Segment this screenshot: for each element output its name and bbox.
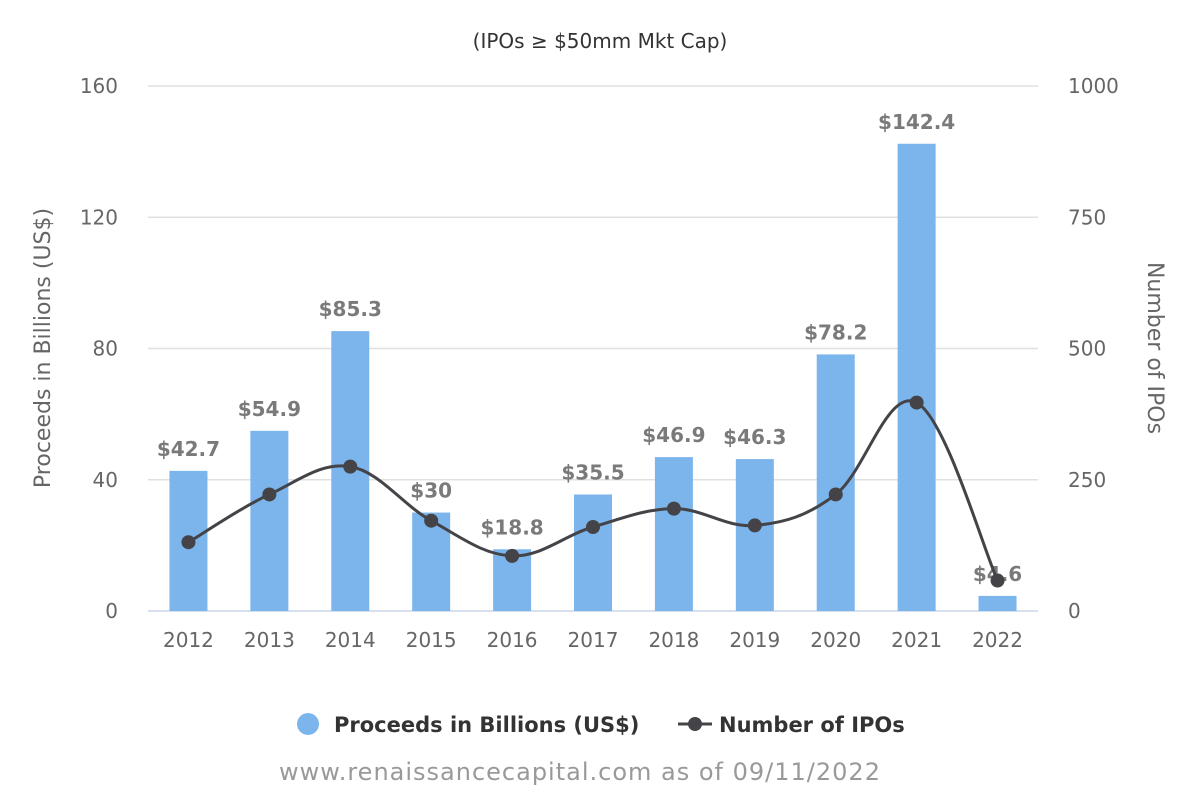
- bar-value-label: $46.9: [642, 423, 705, 447]
- left-tick-label: 80: [93, 337, 118, 361]
- left-tick-label: 160: [80, 74, 118, 98]
- x-tick-label: 2021: [891, 628, 942, 652]
- right-tick-label: 250: [1068, 468, 1106, 492]
- ipo-count-point: [990, 573, 1005, 588]
- left-tick-label: 120: [80, 205, 118, 229]
- right-tick-label: 1000: [1068, 74, 1119, 98]
- line-series: [181, 395, 1005, 588]
- ipo-count-point: [666, 501, 681, 516]
- bar-value-label: $78.2: [804, 320, 867, 344]
- x-tick-label: 2022: [972, 628, 1023, 652]
- x-tick-label: 2014: [325, 628, 376, 652]
- x-tick-label: 2016: [487, 628, 538, 652]
- legend-bar-marker: [297, 713, 319, 735]
- bar: [816, 354, 855, 611]
- bar-value-label: $142.4: [878, 110, 955, 134]
- bar: [978, 595, 1017, 611]
- ipo-count-line: [187, 399, 999, 582]
- legend-label-ipos: Number of IPOs: [719, 713, 905, 737]
- legend-item-proceeds[interactable]: Proceeds in Billions (US$): [297, 713, 639, 737]
- x-tick-label: 2018: [648, 628, 699, 652]
- bar-value-label: $54.9: [238, 397, 301, 421]
- ipo-count-point: [343, 459, 358, 474]
- legend-item-ipos[interactable]: Number of IPOs: [678, 713, 905, 737]
- bar: [574, 494, 612, 611]
- bar: [250, 430, 289, 611]
- ipo-count-point: [747, 518, 762, 533]
- x-tick-label: 2017: [568, 628, 619, 652]
- x-tick-label: 2015: [406, 628, 457, 652]
- bar-value-label: $18.8: [480, 515, 543, 539]
- chart-subtitle: (IPOs ≥ $50mm Mkt Cap): [473, 29, 728, 53]
- x-axis-ticks: 2012 2013 2014 2015 2016 2017 2018 2019 2020 2021…: [163, 628, 1023, 652]
- ipo-count-point: [262, 487, 277, 502]
- bar-value-label: $35.5: [561, 461, 624, 485]
- right-axis-ticks: 0 250 500 750 1000: [1068, 74, 1119, 623]
- legend-label-proceeds: Proceeds in Billions (US$): [334, 713, 639, 737]
- legend: Proceeds in Billions (US$) Number of IPO…: [297, 713, 905, 737]
- bar: [735, 459, 774, 611]
- ipo-count-point: [505, 548, 520, 563]
- ipo-count-point: [909, 395, 924, 410]
- ipo-count-point: [586, 520, 600, 534]
- ipo-count-point: [181, 535, 196, 550]
- legend-point-marker: [688, 717, 702, 731]
- bar-data-labels: $42.7 $54.9 $85.3 $30 $18.8 $35.5 $46.9 $46.3 $7…: [157, 110, 1022, 586]
- bar-series: [169, 143, 1017, 611]
- right-axis-title: Number of IPOs: [1142, 262, 1167, 434]
- bar: [654, 457, 693, 611]
- bar-value-label: $85.3: [319, 297, 382, 321]
- x-tick-label: 2012: [163, 628, 214, 652]
- left-axis-title: Proceeds in Billions (US$): [31, 208, 56, 488]
- bar-value-label: $30: [410, 479, 452, 503]
- source-credit: www.renaissancecapital.com as of 09/11/2…: [279, 758, 881, 786]
- right-tick-label: 0: [1068, 599, 1081, 623]
- left-tick-label: 40: [93, 468, 118, 492]
- bar-value-label: $42.7: [157, 437, 220, 461]
- left-tick-label: 0: [105, 599, 118, 623]
- right-tick-label: 750: [1068, 205, 1106, 229]
- x-tick-label: 2019: [729, 628, 780, 652]
- right-tick-label: 500: [1068, 337, 1106, 361]
- ipo-count-point: [424, 513, 439, 528]
- x-tick-label: 2020: [810, 628, 861, 652]
- bar: [897, 143, 936, 611]
- bar-value-label: $46.3: [723, 425, 786, 449]
- left-axis-ticks: 0 40 80 120 160: [80, 74, 118, 623]
- x-tick-label: 2013: [244, 628, 295, 652]
- ipo-count-point: [828, 487, 843, 502]
